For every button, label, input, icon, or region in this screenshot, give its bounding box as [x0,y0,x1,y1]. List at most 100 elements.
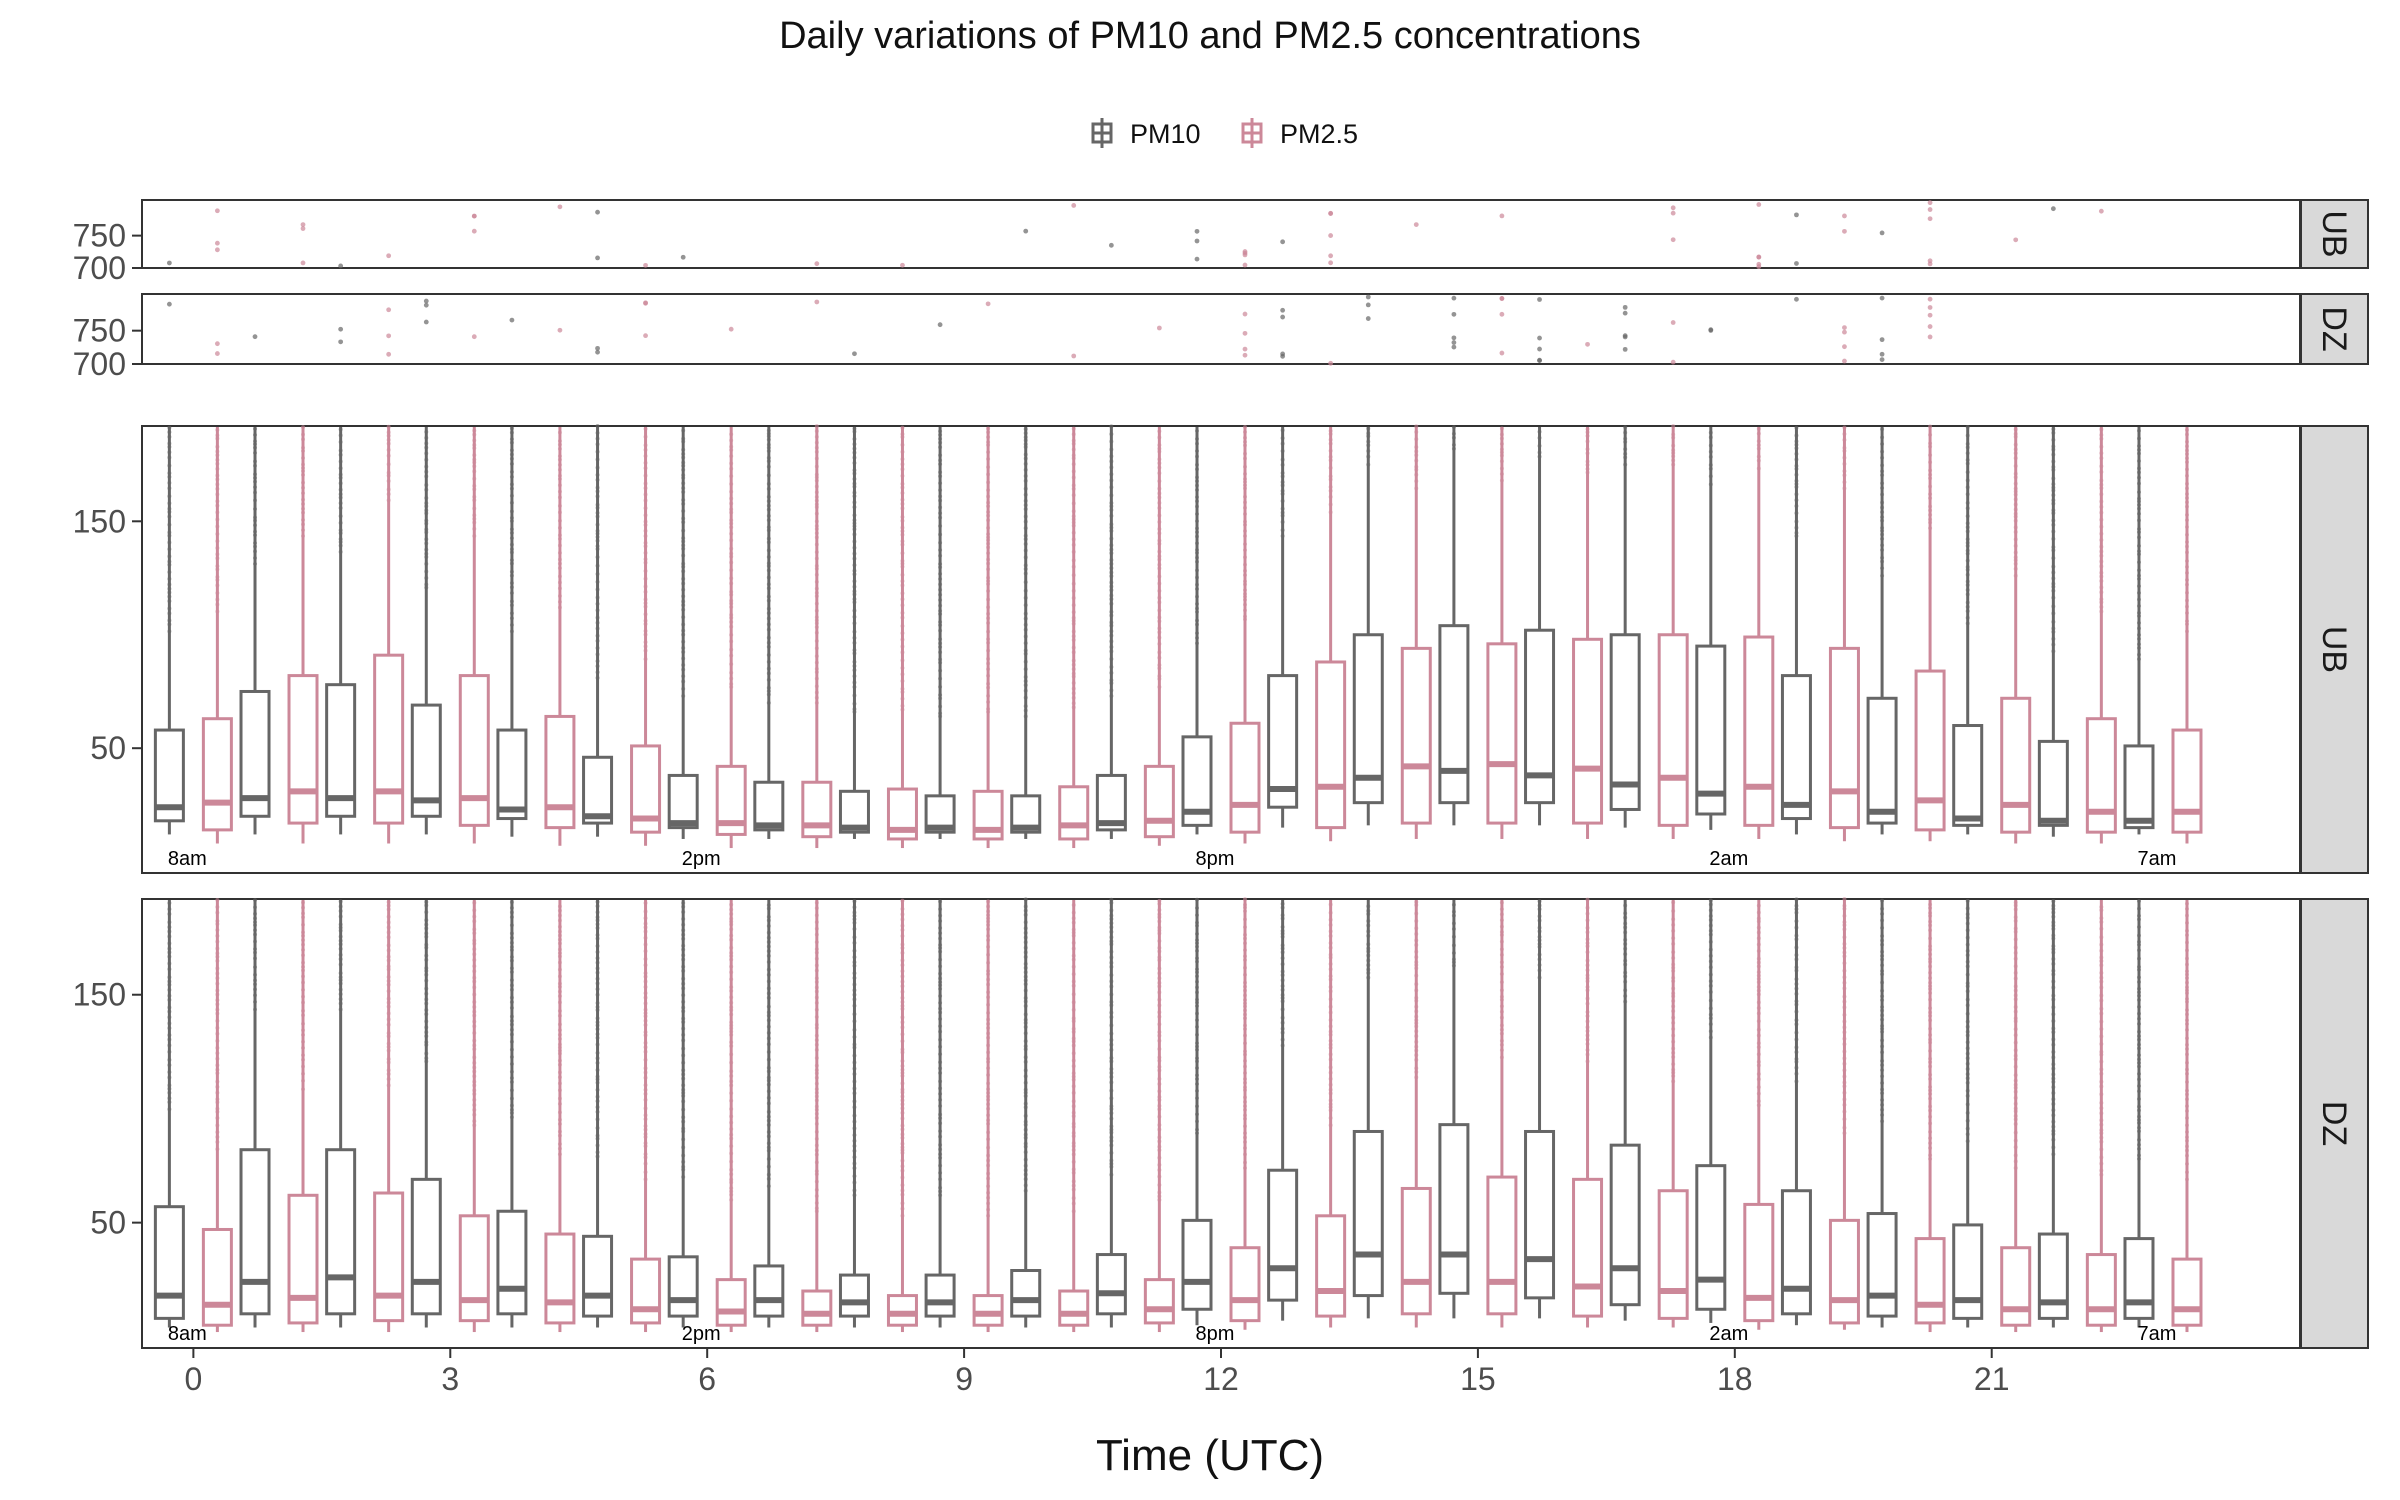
iqr-box [801,780,833,839]
outlier-point [643,262,648,268]
outlier-point [1879,357,1885,363]
box-hour-4 [544,900,576,1333]
iqr-box [1438,624,1470,805]
box-hour-7 [801,900,833,1333]
iqr-box [2171,1257,2203,1327]
iqr-box [1229,1246,1261,1323]
iqr-box [667,1255,699,1318]
iqr-box [1315,660,1347,830]
y-tick-label: 50 [90,1205,126,1241]
box-hour-21 [1952,425,1984,835]
outlier-point [1328,233,1334,238]
outlier-point [1842,228,1847,234]
facet-strip [2300,199,2369,269]
outlier-point [1242,330,1248,336]
iqr-box [1315,1214,1347,1318]
outlier-point [900,262,905,268]
box-hour-8 [838,899,870,1328]
iqr-box [1058,785,1090,841]
outlier-point [1927,216,1933,222]
outlier-point [1537,335,1542,341]
outlier-point [1537,297,1542,302]
iqr-box [287,674,319,825]
iqr-box [2085,1253,2117,1327]
outlier-point [1756,202,1762,207]
panel-border [141,293,2301,365]
box-hour-15 [1486,900,1518,1328]
outlier-point [1927,261,1933,267]
outlier-point [1242,346,1248,352]
outlier-point [1537,346,1542,352]
outlier-point [595,209,600,215]
iqr-box [1914,1237,1946,1325]
box-hour-11 [1095,897,1127,1328]
box-hour-6 [715,900,747,1333]
outlier-point [1879,337,1885,343]
iqr-box [544,1232,576,1325]
iqr-box [325,1148,357,1316]
box-hour-23 [2171,427,2203,844]
iqr-box [1695,1164,1727,1311]
box-hour-11 [1143,898,1175,1333]
outlier-point [1328,253,1334,259]
outlier-point [1622,304,1628,310]
box-hour-19 [1828,897,1860,1330]
box-hour-23 [2171,900,2203,1333]
iqr-box [287,1193,319,1325]
iqr-box [1010,1269,1042,1318]
iqr-box [582,1234,614,1318]
outlier-point [643,300,648,306]
iqr-box [2123,1237,2155,1320]
outlier-point [509,317,515,323]
iqr-box [1828,646,1860,830]
outlier-point [1280,239,1286,245]
outlier-point [1794,296,1799,302]
iqr-box [1143,1278,1175,1325]
iqr-box [2085,717,2117,834]
box-hour-18 [1695,427,1727,830]
box-hour-6 [667,427,699,839]
box-hour-0 [201,898,233,1333]
outlier-point [1451,311,1457,317]
box-hour-8 [838,426,870,839]
series-pm10 [153,424,2155,839]
iqr-box [1400,1186,1432,1316]
outlier-point [1328,211,1334,216]
iqr-box [1267,1168,1299,1302]
iqr-box [1486,1175,1518,1316]
outlier-point [1242,250,1248,256]
box-hour-3 [410,427,442,835]
outlier-point [557,327,563,333]
box-hour-20 [1914,900,1946,1333]
outlier-point [1194,256,1200,262]
box-hour-19 [1828,425,1860,842]
iqr-box [1438,1123,1470,1295]
iqr-box [458,1214,490,1323]
outlier-point [1842,325,1847,330]
facet-strip-label: DZ [2315,306,2353,351]
box-hour-23 [2123,899,2155,1328]
outlier-point [1622,333,1628,339]
box-hour-17 [1657,900,1689,1328]
outlier-point [1451,340,1457,345]
x-tick-label: 6 [698,1361,716,1397]
box-hour-21 [2000,427,2032,844]
outlier-point [1280,351,1286,357]
y-tick-label: 750 [73,313,126,349]
outlier-point [1499,296,1505,301]
box-hour-17 [1609,425,1641,828]
iqr-box [1828,1218,1860,1325]
iqr-box [924,1273,956,1318]
box-hour-23 [2123,427,2155,835]
y-tick-label: 150 [73,503,126,539]
outlier-point [1156,325,1162,331]
outlier-point [1451,335,1457,341]
box-hour-10 [1058,426,1090,849]
outlier-point [423,298,429,304]
box-hour-5 [582,899,614,1328]
iqr-box [2000,1246,2032,1327]
y-tick-label: 750 [73,218,126,254]
outlier-point [985,301,991,307]
outlier-point [595,349,600,355]
outlier-point [1622,310,1628,316]
